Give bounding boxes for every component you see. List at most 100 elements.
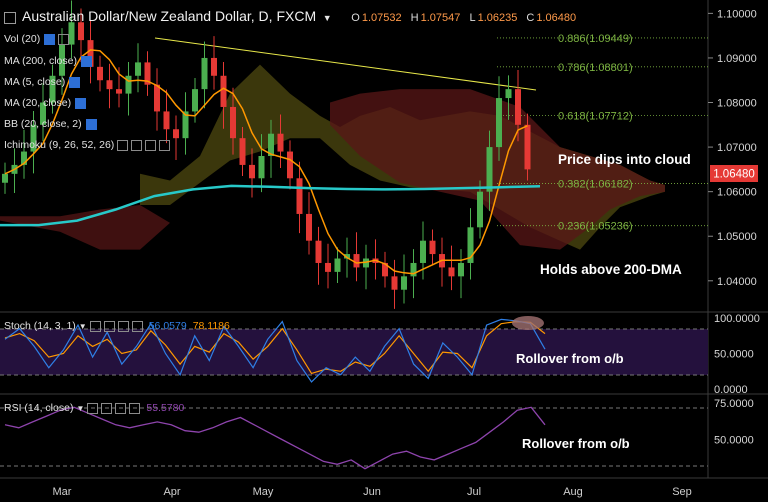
rsi-axis[interactable]: 75.0000 50.0000 [714, 398, 754, 447]
indicator-ma20[interactable]: MA (20, close) [4, 97, 87, 109]
last-price-tag [710, 165, 758, 182]
candle-body [258, 156, 265, 179]
y-tick-label: 1.05000 [717, 231, 757, 243]
candle-body [524, 124, 531, 170]
fibonacci-labels: 0.886(1.09449) 0.786(1.08801) 0.618(1.0771… [558, 33, 633, 233]
candles [2, 0, 531, 309]
settings-icon[interactable] [58, 33, 70, 45]
candle-body [363, 258, 369, 268]
rsi-legend[interactable]: RSI (14, close) ▼ 55.5780 [4, 402, 184, 414]
settings-icon[interactable] [87, 402, 99, 414]
rsi-title: RSI (14, close) [4, 402, 74, 414]
candle-body [154, 84, 160, 112]
annotation-cloud: Price dips into cloud [558, 152, 691, 167]
rsi-panel[interactable] [0, 406, 708, 470]
open-label: O [351, 12, 360, 24]
more-icon[interactable] [159, 139, 171, 151]
eye-icon[interactable] [80, 55, 92, 67]
high-value: 1.07547 [420, 12, 461, 24]
candle-body [135, 62, 141, 76]
stoch-d-value: 78.1186 [192, 320, 230, 332]
candle-body [220, 75, 227, 107]
fib-label: 0.786(1.08801) [558, 62, 633, 74]
more-icon[interactable] [129, 402, 141, 414]
chart-header: Australian Dollar/New Zealand Dollar, D,… [4, 8, 576, 24]
indicator-ichimoku[interactable]: Ichimoku (9, 26, 52, 26) [4, 139, 171, 151]
indicator-vol[interactable]: Vol (20) [4, 33, 70, 45]
eye-icon[interactable] [101, 402, 113, 414]
last-price-label: 1.06480 [713, 169, 755, 181]
symbol-title[interactable]: Australian Dollar/New Zealand Dollar, D,… [22, 8, 317, 24]
indicator-bb[interactable]: BB (20, close, 2) [4, 118, 97, 130]
settings-icon[interactable] [117, 139, 129, 151]
candle-body [144, 62, 151, 85]
candle-body [325, 262, 331, 272]
collapse-icon[interactable] [4, 11, 16, 24]
low-label: L [469, 12, 476, 24]
trendline[interactable] [154, 37, 537, 91]
fib-label: 0.886(1.09449) [558, 33, 633, 45]
candle-body [78, 22, 84, 41]
candle-body [230, 106, 236, 139]
low-value: 1.06235 [477, 12, 518, 24]
fib-label: 0.236(1.05236) [558, 221, 633, 233]
candle-body [268, 133, 274, 156]
format-icon[interactable] [145, 139, 157, 151]
candle-body [277, 133, 284, 152]
candle-body [315, 240, 322, 263]
rsi-line [4, 406, 546, 470]
y-tick-label: 1.10000 [717, 8, 757, 20]
stoch-legend[interactable]: Stoch (14, 3, 1) ▼ 56.0579 78.1186 [4, 320, 230, 332]
chevron-down-icon[interactable]: ▼ [322, 13, 332, 23]
eye-icon[interactable] [85, 118, 97, 130]
fib-label: 0.382(1.06182) [558, 179, 633, 191]
eye-icon[interactable] [75, 97, 87, 109]
candle-body [59, 44, 65, 76]
chevron-down-icon[interactable]: ▼ [78, 322, 87, 331]
fibonacci-levels [497, 37, 708, 227]
eye-icon[interactable] [44, 33, 56, 45]
eye-icon[interactable] [69, 76, 81, 88]
candle-body [344, 254, 350, 259]
format-icon[interactable] [117, 320, 129, 332]
ma5-line [4, 49, 528, 275]
price-axis[interactable]: 1.10000 1.09000 1.08000 1.07000 1.06000 1.050… [708, 8, 757, 288]
candle-body [40, 102, 46, 125]
price-panel[interactable] [0, 0, 708, 309]
candle-body [334, 258, 341, 272]
rsi-annotation: Rollover from o/b [522, 436, 630, 451]
ma200-line [0, 184, 541, 227]
settings-icon[interactable] [89, 320, 101, 332]
stoch-panel[interactable] [0, 316, 708, 383]
indicator-label: Ichimoku (9, 26, 52, 26) [4, 139, 115, 151]
more-icon[interactable] [131, 320, 143, 332]
candle-body [106, 80, 113, 90]
y-tick-label: 50.0000 [714, 434, 754, 446]
format-icon[interactable] [115, 402, 127, 414]
stoch-d-line [4, 320, 546, 375]
high-label: H [410, 12, 419, 24]
candle-body [477, 191, 483, 228]
cloud-bear-area [330, 89, 665, 250]
y-tick-label: 50.0000 [714, 349, 754, 361]
annotation-200dma: Holds above 200-DMA [540, 262, 682, 277]
indicator-label: BB (20, close, 2) [4, 118, 82, 130]
chevron-down-icon[interactable]: ▼ [76, 404, 85, 413]
eye-icon[interactable] [131, 139, 143, 151]
stoch-axis[interactable]: 100.0000 50.0000 0.0000 [714, 313, 760, 396]
candle-body [401, 276, 407, 290]
candle-body [211, 57, 217, 76]
candle-body [353, 254, 360, 268]
indicator-label: MA (5, close) [4, 76, 66, 88]
stoch-k-line [4, 318, 546, 383]
x-tick-label: Apr [163, 486, 180, 498]
time-axis[interactable]: Mar Apr May Jun Jul Aug Sep [53, 486, 692, 498]
candle-body [429, 240, 436, 255]
fib-label: 0.618(1.07712) [558, 110, 633, 122]
indicator-ma5[interactable]: MA (5, close) [4, 76, 81, 88]
candle-body [448, 267, 455, 277]
candle-body [287, 151, 293, 179]
eye-icon[interactable] [103, 320, 115, 332]
indicator-ma200[interactable]: MA (200, close) [4, 55, 92, 67]
